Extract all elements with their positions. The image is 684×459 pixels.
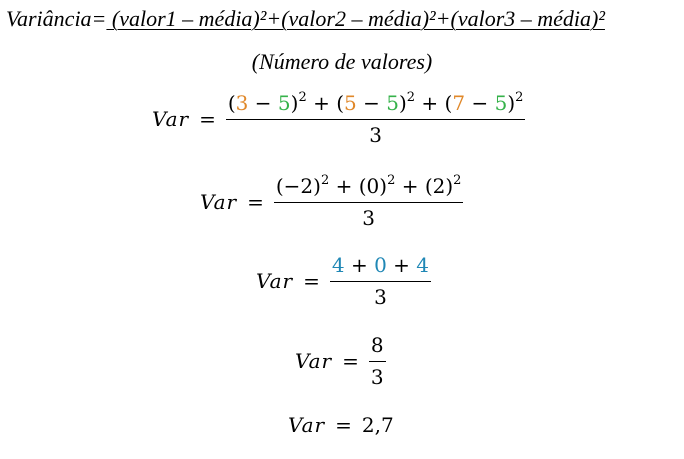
plus-sign: + — [421, 91, 439, 115]
fraction: (−2)2 + (0)2 + (2)2 3 — [273, 173, 464, 230]
difference-2: (0) — [358, 174, 388, 198]
fraction-denominator: 3 — [369, 123, 382, 147]
minus-sign: − — [471, 91, 489, 115]
fraction-denominator: 3 — [374, 285, 387, 309]
square-1: 4 — [331, 253, 345, 277]
difference-1: (−2) — [275, 174, 321, 198]
equals-sign: = — [335, 413, 352, 437]
variance-label: Variância= — [6, 6, 107, 31]
variance-formula-text: Variância= (valor1 – média)²+(valor2 – m… — [6, 6, 605, 32]
value-1: 3 — [235, 91, 249, 115]
plus-sign: + — [401, 174, 419, 198]
var-label: Var — [256, 268, 294, 293]
exponent: 2 — [406, 90, 416, 105]
mean-3: 5 — [494, 91, 508, 115]
square-2: 0 — [374, 253, 387, 277]
equals-sign: = — [303, 268, 320, 293]
mean-2: 5 — [386, 91, 399, 115]
minus-sign: − — [254, 91, 272, 115]
exponent: 2 — [320, 173, 330, 188]
result-value: 2,7 — [361, 413, 394, 437]
var-label: Var — [295, 348, 333, 373]
value-2: 5 — [344, 91, 357, 115]
formula-numerator: (valor1 – média)²+(valor2 – média)²+(val… — [106, 6, 605, 31]
fraction-numerator: (3 − 5)2 + (5 − 5)2 + (7 − 5)2 — [225, 90, 526, 120]
equation-result: Var = 2,7 — [288, 413, 394, 437]
equation-differences: Var = (−2)2 + (0)2 + (2)2 3 — [200, 173, 464, 230]
equation-squares: Var = 4 + 0 + 4 3 — [256, 252, 432, 309]
fraction-denominator: 3 — [370, 365, 384, 389]
equation-sum: Var = 8 3 — [295, 332, 386, 389]
minus-sign: − — [363, 91, 380, 115]
fraction-denominator: 3 — [362, 206, 376, 230]
fraction: 8 3 — [368, 332, 386, 389]
difference-3: (2) — [424, 174, 454, 198]
fraction-numerator: (−2)2 + (0)2 + (2)2 — [273, 173, 464, 203]
plus-sign: + — [313, 91, 330, 115]
var-label: Var — [288, 413, 326, 437]
exponent: 2 — [387, 173, 396, 188]
square-3: 4 — [416, 253, 430, 277]
mean-1: 5 — [277, 91, 291, 115]
plus-sign: + — [350, 253, 368, 277]
equation-substitution: Var = (3 − 5)2 + (5 − 5)2 + (7 − 5)2 3 — [152, 90, 526, 147]
fraction-numerator: 4 + 0 + 4 — [329, 252, 432, 282]
fraction: 4 + 0 + 4 3 — [329, 252, 432, 309]
exponent: 2 — [515, 90, 524, 105]
equals-sign: = — [247, 189, 264, 214]
exponent: 2 — [298, 90, 307, 105]
plus-sign: + — [393, 253, 410, 277]
exponent: 2 — [453, 173, 462, 188]
var-label: Var — [200, 189, 238, 214]
plus-sign: + — [335, 174, 353, 198]
fraction: (3 − 5)2 + (5 − 5)2 + (7 − 5)2 3 — [225, 90, 526, 147]
fraction-numerator: 8 — [368, 332, 386, 362]
var-label: Var — [152, 106, 190, 131]
formula-denominator: (Número de valores) — [251, 49, 433, 74]
equals-sign: = — [199, 106, 216, 131]
value-3: 7 — [452, 91, 466, 115]
equals-sign: = — [342, 348, 359, 373]
